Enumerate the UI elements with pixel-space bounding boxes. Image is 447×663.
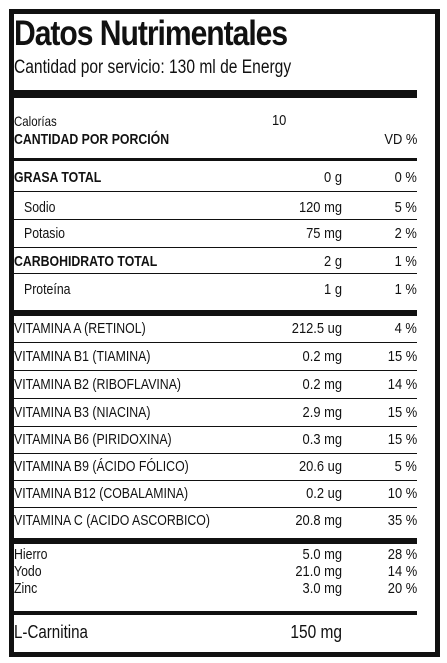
vitamin-row-b9: VITAMINA B9 (ÁCIDO FÓLICO) 20.6 ug 5 % <box>14 457 417 477</box>
vitamin-amount: 2.9 mg <box>302 404 342 421</box>
vitamin-vd: 5 % <box>394 458 417 475</box>
row-divider <box>14 273 417 274</box>
vitamin-vd: 15 % <box>387 431 417 448</box>
calories-header: Calorías 10 CANTIDAD POR PORCIÓN VD % <box>14 112 417 148</box>
row-divider <box>14 426 417 427</box>
serving-size: Cantidad por servicio: 130 ml de Energy <box>14 57 292 78</box>
vitamin-vd: 35 % <box>387 512 417 529</box>
nutrient-name: Potasio <box>24 225 66 242</box>
vitamin-row-a: VITAMINA A (RETINOL) 212.5 ug 4 % <box>14 319 417 339</box>
nutrient-row-potasio: Potasio 75 mg 2 % <box>14 224 417 244</box>
mineral-row-hierro: Hierro 5.0 mg 28 % <box>14 546 417 563</box>
vitamin-amount: 20.8 mg <box>295 512 342 529</box>
row-divider <box>14 398 417 399</box>
nutrient-name: Proteína <box>24 281 71 298</box>
vitamin-name: VITAMINA B12 (COBALAMINA) <box>14 485 189 502</box>
vitamin-vd: 15 % <box>387 404 417 421</box>
row-divider <box>14 507 417 508</box>
nutrient-name: Sodio <box>24 199 56 216</box>
row-divider <box>14 191 417 192</box>
nutrient-row-carbohidrato: CARBOHIDRATO TOTAL 2 g 1 % <box>14 252 417 272</box>
mineral-amount: 5.0 mg <box>302 546 342 563</box>
mineral-row-zinc: Zinc 3.0 mg 20 % <box>14 580 417 597</box>
nutrient-name: CARBOHIDRATO TOTAL <box>14 253 158 270</box>
nutrient-row-proteina: Proteína 1 g 1 % <box>14 280 417 300</box>
vitamin-vd: 10 % <box>387 485 417 502</box>
nutrient-name: GRASA TOTAL <box>14 169 102 186</box>
label-title: Datos Nutrimentales <box>14 14 288 53</box>
carnitine-amount: 150 mg <box>290 622 342 642</box>
vitamin-amount: 0.3 mg <box>302 431 342 448</box>
nutrition-label-frame <box>9 9 440 657</box>
vitamin-amount: 20.6 ug <box>298 458 342 475</box>
vitamin-amount: 0.2 mg <box>302 376 342 393</box>
vitamin-name: VITAMINA A (RETINOL) <box>14 320 146 337</box>
nutrient-row-grasa-total: GRASA TOTAL 0 g 0 % <box>14 168 417 188</box>
calories-value: 10 <box>272 112 287 129</box>
vitamin-name: VITAMINA B6 (PIRIDOXINA) <box>14 431 172 448</box>
vitamin-vd: 14 % <box>387 376 417 393</box>
vitamin-row-b1: VITAMINA B1 (TIAMINA) 0.2 mg 15 % <box>14 347 417 367</box>
vitamin-name: VITAMINA B2 (RIBOFLAVINA) <box>14 376 181 393</box>
thick-divider-minerals <box>14 538 417 544</box>
nutrient-amount: 2 g <box>324 253 342 270</box>
carnitine-row: L-Carnitina 150 mg <box>14 620 417 644</box>
mineral-amount: 3.0 mg <box>302 580 342 597</box>
mineral-amount: 21.0 mg <box>295 563 342 580</box>
vitamin-row-b6: VITAMINA B6 (PIRIDOXINA) 0.3 mg 15 % <box>14 430 417 450</box>
vitamin-row-c: VITAMINA C (ACIDO ASCORBICO) 20.8 mg 35 … <box>14 511 417 531</box>
nutrient-amount: 120 mg <box>298 199 342 216</box>
nutrient-amount: 75 mg <box>306 225 342 242</box>
vitamin-name: VITAMINA B1 (TIAMINA) <box>14 348 151 365</box>
thick-divider-carnitine <box>14 611 417 615</box>
mineral-name: Zinc <box>14 580 38 597</box>
thick-divider-vitamins <box>14 310 417 316</box>
vd-header: VD % <box>384 131 417 148</box>
vitamin-name: VITAMINA B3 (NIACINA) <box>14 404 151 421</box>
calories-label: Calorías <box>14 113 57 129</box>
mineral-vd: 20 % <box>387 580 417 597</box>
mineral-name: Yodo <box>14 563 42 580</box>
row-divider <box>14 247 417 248</box>
nutrient-vd: 1 % <box>394 253 417 270</box>
mineral-name: Hierro <box>14 546 48 563</box>
mineral-vd: 14 % <box>387 563 417 580</box>
vitamin-vd: 15 % <box>387 348 417 365</box>
vitamin-row-b12: VITAMINA B12 (COBALAMINA) 0.2 ug 10 % <box>14 484 417 504</box>
row-divider <box>14 342 417 343</box>
row-divider <box>14 453 417 454</box>
vitamin-name: VITAMINA B9 (ÁCIDO FÓLICO) <box>14 458 189 475</box>
row-divider <box>14 370 417 371</box>
nutrient-row-sodio: Sodio 120 mg 5 % <box>14 198 417 218</box>
portion-header: CANTIDAD POR PORCIÓN <box>14 131 170 148</box>
vitamin-name: VITAMINA C (ACIDO ASCORBICO) <box>14 512 210 529</box>
vitamin-vd: 4 % <box>394 320 417 337</box>
vitamin-row-b3: VITAMINA B3 (NIACINA) 2.9 mg 15 % <box>14 403 417 423</box>
row-divider <box>14 219 417 220</box>
nutrient-amount: 0 g <box>324 169 342 186</box>
vitamin-amount: 0.2 ug <box>306 485 342 502</box>
mineral-vd: 28 % <box>387 546 417 563</box>
vitamin-row-b2: VITAMINA B2 (RIBOFLAVINA) 0.2 mg 14 % <box>14 375 417 395</box>
nutrient-vd: 1 % <box>394 281 417 298</box>
row-divider <box>14 480 417 481</box>
mineral-row-yodo: Yodo 21.0 mg 14 % <box>14 563 417 580</box>
vitamin-amount: 212.5 ug <box>291 320 342 337</box>
vitamin-amount: 0.2 mg <box>302 348 342 365</box>
nutrient-amount: 1 g <box>324 281 342 298</box>
nutrient-vd: 2 % <box>394 225 417 242</box>
carnitine-name: L-Carnitina <box>14 622 88 642</box>
divider-after-header <box>14 158 417 161</box>
thick-divider-top <box>14 90 417 98</box>
nutrient-vd: 5 % <box>394 199 417 216</box>
nutrient-vd: 0 % <box>394 169 417 186</box>
